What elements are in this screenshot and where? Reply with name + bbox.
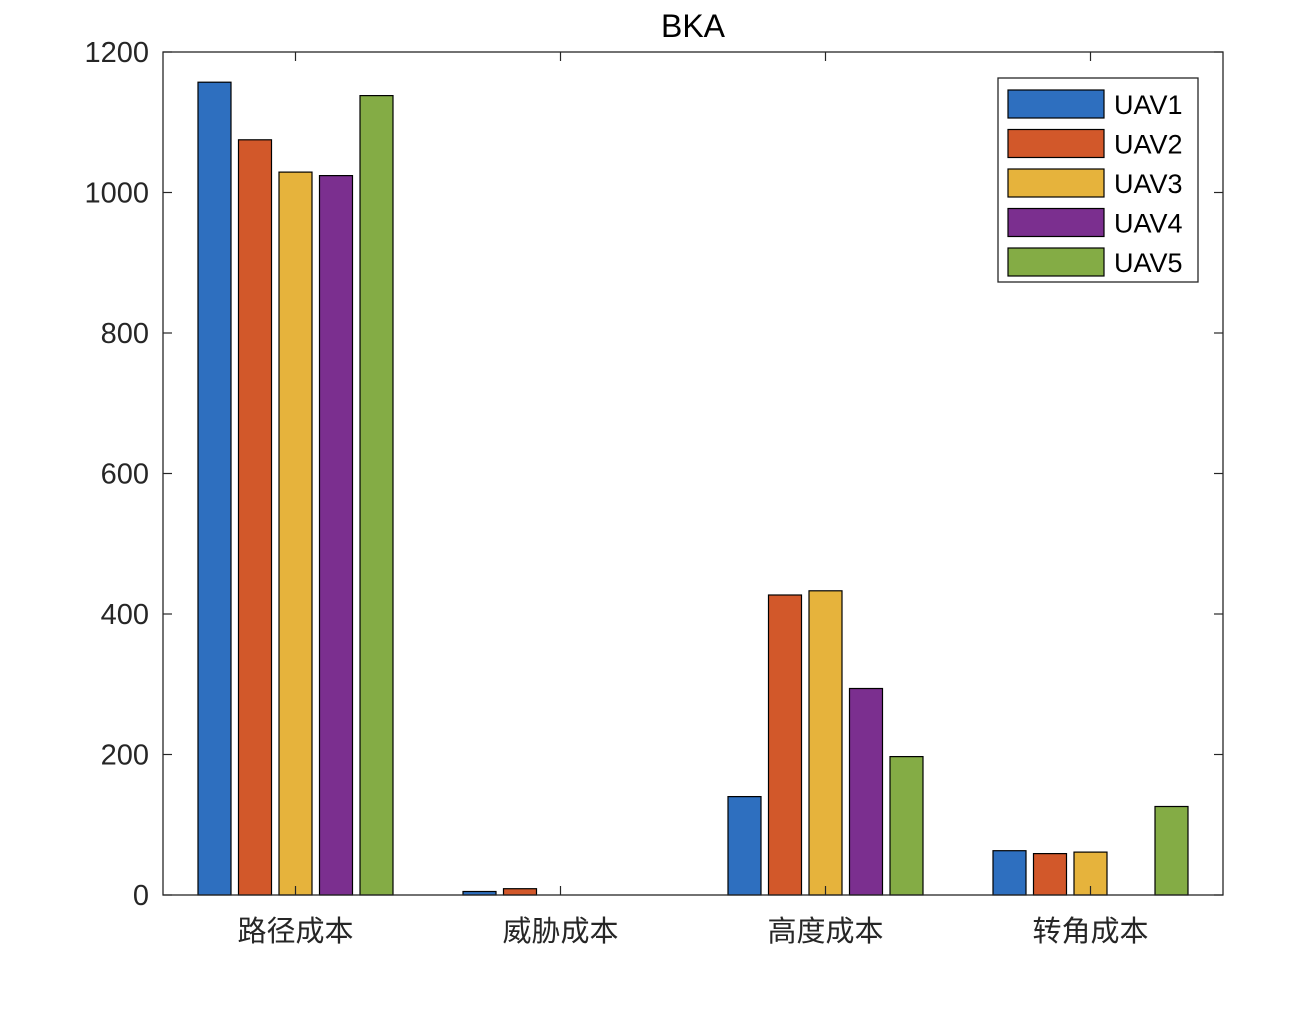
legend-label-uav3: UAV3	[1114, 169, 1183, 199]
legend-swatch-uav5	[1007, 247, 1105, 277]
x-tick-label: 路径成本	[237, 914, 353, 948]
legend-label-uav5: UAV5	[1114, 248, 1183, 278]
bar-uav4-1	[318, 175, 354, 896]
axes-group: 0 200 400 600 800 1000 1200 路径成本 威胁成本 高度成本 转角成本	[84, 37, 1224, 948]
legend-swatch-uav4	[1007, 207, 1105, 238]
bar-uav5-3	[889, 755, 924, 896]
y-tick-label: 1000	[84, 178, 149, 210]
legend-label-uav4: UAV4	[1114, 209, 1183, 239]
bars-group	[197, 81, 1189, 896]
y-tick-label: 1200	[84, 37, 149, 69]
legend-swatch-uav1	[1007, 89, 1105, 119]
legend-swatch-uav3	[1007, 168, 1105, 198]
y-tick-label: 600	[101, 459, 149, 491]
legend-swatch-uav2	[1007, 128, 1105, 159]
bar-uav2-1	[237, 139, 273, 896]
bar-uav3-3	[808, 590, 843, 896]
chart-title: BKA	[661, 8, 726, 44]
bar-uav4-3	[848, 687, 884, 896]
x-tick-label: 转角成本	[1032, 914, 1148, 948]
bar-uav2-4	[1032, 852, 1068, 896]
y-tick-label: 800	[101, 318, 149, 350]
bar-uav2-2	[502, 888, 538, 896]
legend-label-uav1: UAV1	[1114, 90, 1183, 120]
legend: UAV1 UAV2 UAV3 UAV4 UAV5	[997, 77, 1199, 283]
legend-label-uav2: UAV2	[1114, 130, 1183, 160]
y-tick-label: 200	[101, 740, 149, 772]
y-tick-label: 0	[133, 880, 149, 912]
bar-uav3-1	[278, 171, 313, 896]
x-tick-label: 威胁成本	[502, 914, 618, 948]
bar-uav1-1	[197, 81, 232, 896]
x-tick-label: 高度成本	[767, 914, 883, 948]
bar-uav5-4	[1154, 805, 1189, 896]
bar-uav2-3	[767, 594, 803, 896]
y-tick-label: 400	[101, 599, 149, 631]
bar-uav1-3	[727, 795, 762, 896]
bar-uav1-4	[992, 850, 1027, 896]
bar-uav5-1	[359, 94, 394, 896]
